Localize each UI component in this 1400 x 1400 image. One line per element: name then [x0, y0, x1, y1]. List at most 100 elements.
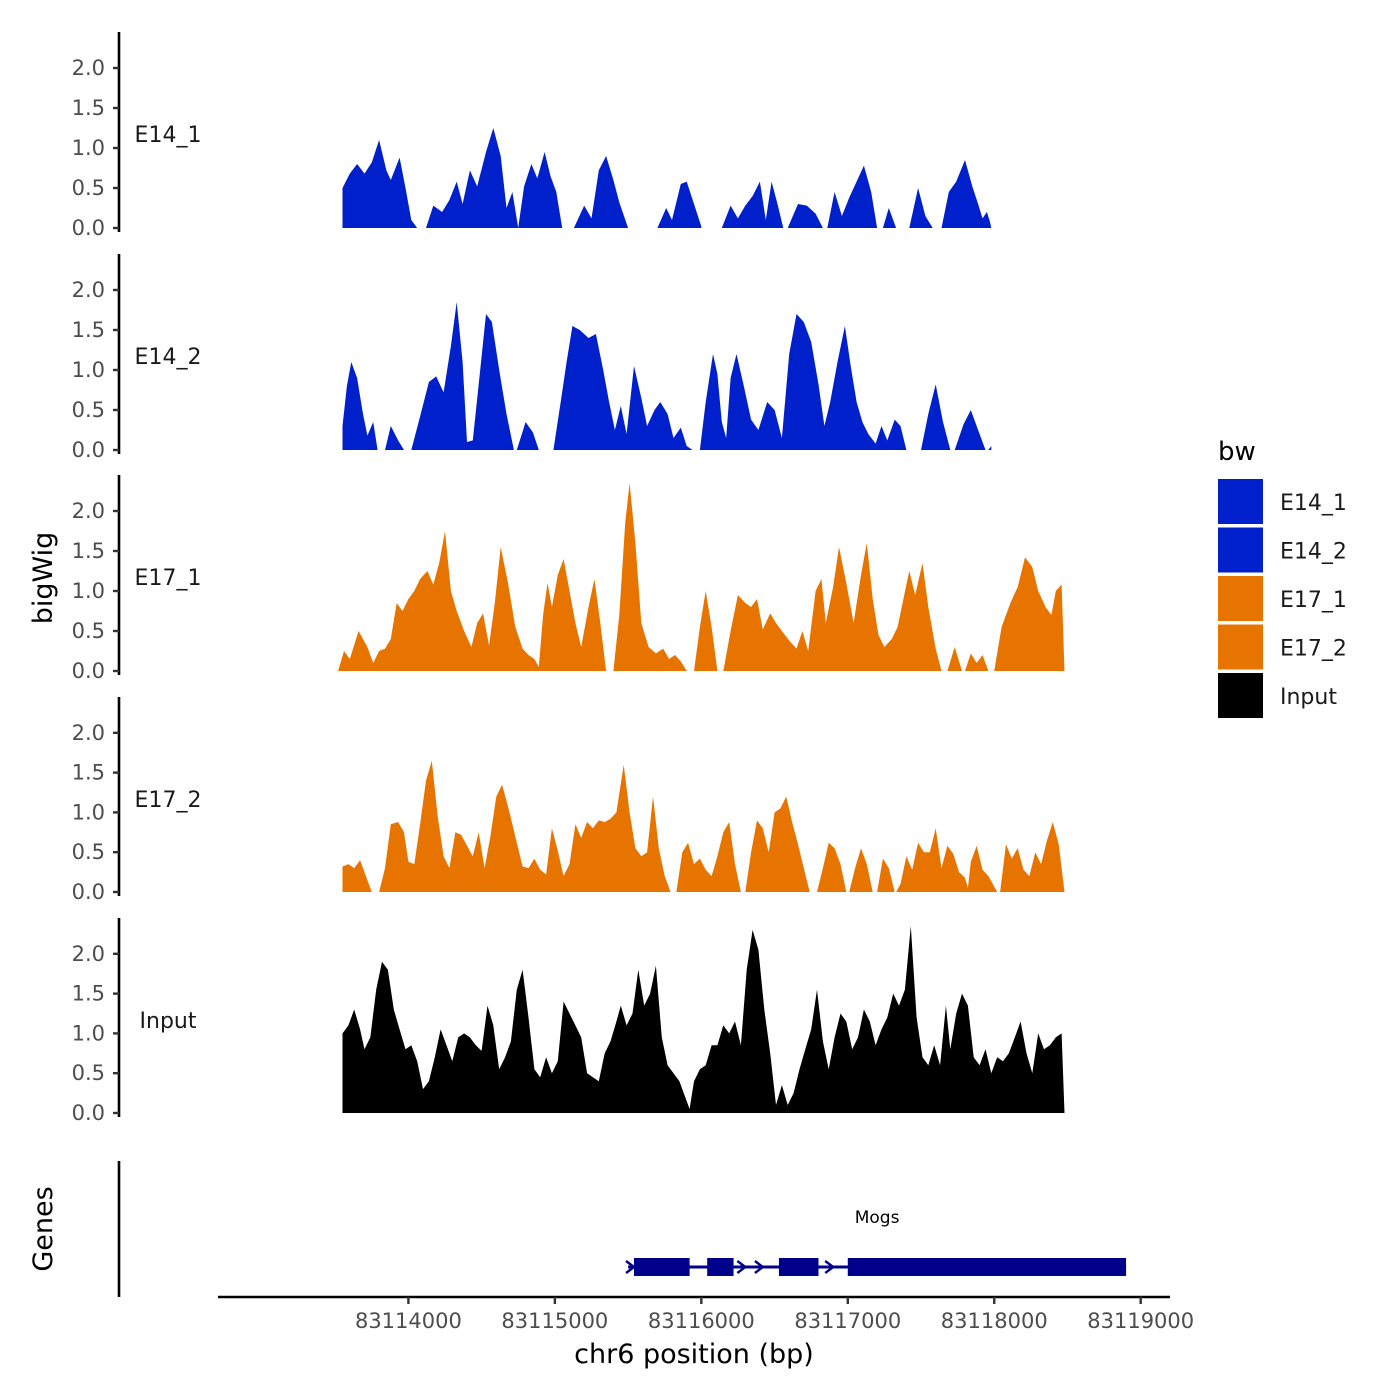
signal-area-e17-2	[896, 828, 998, 892]
y-tick-label: 1.0	[72, 800, 105, 824]
legend-label-e14-1: E14_1	[1280, 491, 1347, 516]
gene-exon	[707, 1258, 734, 1276]
y-tick-label: 2.0	[72, 278, 105, 302]
y-tick-label: 1.0	[72, 1021, 105, 1045]
track-e17-1: 0.0 0.5 1.0 1.5 2.0 E17_1	[72, 475, 1065, 683]
track-label: E17_1	[135, 566, 202, 591]
legend-swatch-e17-2	[1218, 624, 1263, 670]
signal-area-e17-1	[994, 557, 1065, 671]
signal-area-e17-1	[947, 647, 962, 671]
track-e17-2: 0.0 0.5 1.0 1.5 2.0 E17_2	[72, 697, 1065, 904]
x-tick-label: 83115000	[501, 1309, 608, 1333]
signal-area-e17-1	[965, 653, 989, 671]
signal-area-e17-2	[379, 760, 671, 892]
signal-area-e17-2	[849, 848, 873, 892]
y-tick-label: 0.5	[72, 619, 105, 643]
gene-exon	[847, 1258, 1127, 1276]
legend: bw E14_1 E14_2 E17_1 E17_2 Input	[1218, 437, 1347, 718]
signal-area-e14-1	[909, 188, 933, 228]
gene-exon	[633, 1258, 690, 1276]
strand-arrow	[824, 1260, 836, 1274]
track-label: E14_2	[135, 345, 202, 370]
signal-area-e14-2	[988, 446, 992, 450]
legend-label-e17-1: E17_1	[1280, 588, 1347, 613]
signal-area-e14-2	[411, 302, 514, 450]
gene-track: Genes Mogs	[28, 1161, 1127, 1297]
signal-area-e14-1	[342, 140, 418, 228]
signal-area-e14-1	[941, 160, 992, 228]
x-tick-label: 83116000	[648, 1309, 755, 1333]
signal-area-e17-1	[338, 531, 607, 671]
legend-swatch-e14-2	[1218, 527, 1263, 573]
signal-area-e17-2	[1000, 822, 1065, 892]
y-tick-label: 0.0	[72, 216, 105, 240]
y-tick-label: 0.5	[72, 176, 105, 200]
x-tick-label: 83117000	[794, 1309, 901, 1333]
y-tick-label: 1.5	[72, 318, 105, 342]
signal-area-e14-1	[787, 204, 823, 228]
strand-arrow	[736, 1260, 748, 1274]
x-axis-title: chr6 position (bp)	[574, 1339, 814, 1370]
track-input: 0.0 0.5 1.0 1.5 2.0 Input	[72, 918, 1065, 1125]
signal-area-e14-1	[721, 181, 784, 228]
signal-area-e14-1	[657, 181, 702, 228]
y-tick-label: 0.0	[72, 659, 105, 683]
y-axis-title: bigWig	[28, 532, 59, 625]
legend-label-input: Input	[1280, 685, 1337, 710]
legend-swatch-input	[1218, 673, 1263, 718]
signal-area-e14-2	[516, 422, 539, 450]
legend-label-e14-2: E14_2	[1280, 540, 1347, 565]
signal-area-e14-2	[342, 362, 378, 450]
x-tick-label: 83118000	[941, 1309, 1048, 1333]
signal-area-e14-2	[553, 326, 693, 450]
signal-area-e17-2	[342, 860, 372, 892]
y-tick-label: 1.0	[72, 136, 105, 160]
signal-area-e17-1	[723, 543, 942, 671]
y-tick-label: 2.0	[72, 942, 105, 966]
signal-area-e17-1	[613, 483, 687, 671]
y-tick-label: 0.5	[72, 398, 105, 422]
signal-area-e14-2	[954, 410, 986, 450]
signal-area-input	[342, 926, 1065, 1113]
strand-arrow	[625, 1260, 637, 1274]
gene-exon	[778, 1258, 819, 1276]
x-tick-label: 83114000	[355, 1309, 462, 1333]
signal-area-e17-2	[817, 842, 847, 892]
gene-name-label: Mogs	[855, 1208, 900, 1228]
y-tick-label: 0.5	[72, 1061, 105, 1085]
signal-area-e14-1	[882, 208, 897, 228]
legend-swatch-e17-1	[1218, 576, 1263, 621]
y-tick-label: 2.0	[72, 499, 105, 523]
x-tick-label: 83119000	[1087, 1309, 1194, 1333]
y-tick-label: 1.5	[72, 96, 105, 120]
x-axis: 83114000 83115000 83116000 83117000 83118000…	[218, 1295, 1194, 1333]
signal-area-e14-1	[426, 128, 563, 228]
y-tick-label: 1.5	[72, 761, 105, 785]
signal-area-e17-1	[694, 591, 718, 671]
legend-label-e17-2: E17_2	[1280, 637, 1347, 662]
y-tick-label: 1.0	[72, 579, 105, 603]
track-label: E14_1	[135, 123, 202, 148]
signal-area-e14-2	[921, 384, 951, 450]
y-tick-label: 1.5	[72, 982, 105, 1006]
y-tick-label: 0.0	[72, 438, 105, 462]
y-tick-label: 1.0	[72, 358, 105, 382]
signal-area-e17-2	[745, 796, 810, 892]
track-e14-2: 0.0 0.5 1.0 1.5 2.0 E14_2	[72, 254, 992, 462]
y-tick-label: 2.0	[72, 56, 105, 80]
signal-area-e17-2	[877, 858, 895, 892]
track-label: E17_2	[135, 788, 202, 813]
tracks-layer: 0.0 0.5 1.0 1.5 2.0 E14_1 0.0 0.5 1.0 1.5 2.0 E14_2…	[72, 32, 1065, 1125]
gene-track-title: Genes	[28, 1186, 59, 1271]
y-tick-label: 0.0	[72, 1101, 105, 1125]
signal-area-e17-2	[676, 822, 741, 892]
legend-title: bw	[1218, 437, 1256, 467]
track-e14-1: 0.0 0.5 1.0 1.5 2.0 E14_1	[72, 32, 992, 240]
y-tick-label: 2.0	[72, 721, 105, 745]
y-tick-label: 0.0	[72, 880, 105, 904]
signal-area-e14-1	[573, 156, 629, 228]
y-tick-label: 1.5	[72, 539, 105, 563]
signal-area-e14-2	[699, 314, 907, 450]
